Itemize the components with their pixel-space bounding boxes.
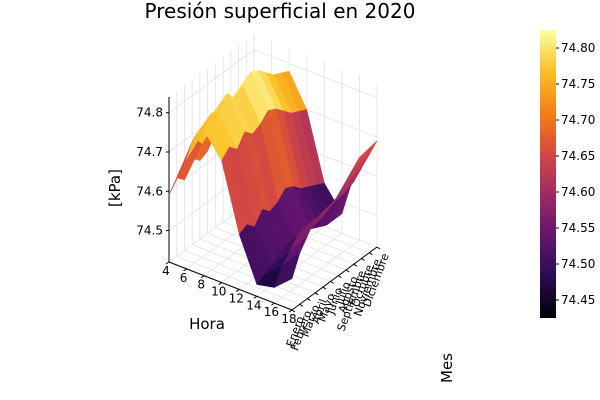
z-tick-label: 74.7 bbox=[136, 145, 163, 159]
axes-layer bbox=[168, 97, 378, 311]
x-tick-mark bbox=[288, 309, 293, 313]
z-tick-label: 74.6 bbox=[136, 184, 163, 198]
y-tick-mark bbox=[322, 286, 327, 290]
colorbar-tick-label: 74.70 bbox=[561, 113, 595, 127]
grid-line bbox=[168, 49, 255, 114]
x-tick-mark bbox=[236, 289, 240, 292]
surface-layer bbox=[168, 70, 378, 288]
y-tick-mark bbox=[291, 309, 296, 313]
colorbar-ticks: 74.45 74.50 74.55 74.60 74.65 74.70 74.75 74.80 bbox=[556, 41, 595, 307]
grid-line bbox=[253, 49, 378, 99]
colorbar-tick-label: 74.45 bbox=[561, 293, 595, 307]
z-axis-label: [kPa] bbox=[106, 169, 124, 207]
y-tick-mark bbox=[345, 269, 350, 273]
x-tick-mark bbox=[200, 275, 205, 279]
colorbar-tick-label: 74.65 bbox=[561, 149, 595, 163]
x-axis-label: Hora bbox=[189, 315, 225, 333]
x-tick-label: 14 bbox=[246, 298, 261, 312]
colorbar-tick-label: 74.60 bbox=[561, 185, 595, 199]
grid-line bbox=[274, 239, 360, 304]
x-axis-ticks: 4 6 8 10 12 14 16 18 bbox=[162, 261, 297, 326]
y-tick-mark bbox=[299, 303, 304, 307]
x-tick-mark bbox=[218, 282, 222, 285]
x-tick-mark bbox=[183, 268, 187, 272]
y-tick-mark bbox=[314, 292, 319, 296]
y-tick-mark bbox=[307, 298, 311, 301]
colorbar-tick-label: 74.80 bbox=[561, 41, 595, 55]
y-axis-label: Mes bbox=[438, 353, 456, 383]
x-tick-mark bbox=[271, 302, 275, 306]
y-tick-mark bbox=[376, 246, 381, 250]
z-tick-label: 74.8 bbox=[136, 106, 163, 120]
z-axis-ticks: 74.5 74.6 74.7 74.8 bbox=[136, 106, 169, 238]
y-tick-mark bbox=[361, 258, 365, 261]
x-tick-mark bbox=[165, 261, 170, 265]
surface-patch bbox=[335, 167, 362, 199]
x-tick-label: 4 bbox=[162, 264, 170, 278]
chart-title: Presión superficial en 2020 bbox=[145, 0, 416, 23]
y-tick-mark bbox=[368, 252, 373, 256]
x-tick-label: 8 bbox=[197, 278, 205, 292]
x-tick-label: 6 bbox=[180, 271, 188, 285]
surface-patch bbox=[343, 154, 370, 186]
x-axis-line bbox=[168, 261, 293, 311]
x-tick-label: 10 bbox=[211, 285, 226, 299]
x-tick-mark bbox=[253, 295, 258, 299]
surface-patch bbox=[351, 140, 378, 172]
y-tick-mark bbox=[353, 263, 358, 267]
y-tick-mark bbox=[330, 280, 334, 284]
colorbar bbox=[540, 30, 556, 318]
grid-line bbox=[176, 255, 300, 305]
colorbar-tick-label: 74.75 bbox=[561, 77, 595, 91]
x-tick-label: 16 bbox=[264, 305, 279, 319]
colorbar-tick-label: 74.55 bbox=[561, 221, 595, 235]
x-tick-label: 18 bbox=[281, 312, 296, 326]
x-tick-label: 12 bbox=[229, 291, 244, 305]
z-tick-label: 74.5 bbox=[136, 224, 163, 238]
y-axis-ticks: EneroFebreroMarzoAbrilMayoJunioJulioAgos… bbox=[284, 246, 392, 352]
y-tick-mark bbox=[338, 275, 342, 279]
surface-patch bbox=[274, 252, 301, 288]
colorbar-tick-label: 74.50 bbox=[561, 257, 595, 271]
y-axis-line bbox=[291, 246, 378, 311]
grid-line bbox=[184, 250, 308, 299]
